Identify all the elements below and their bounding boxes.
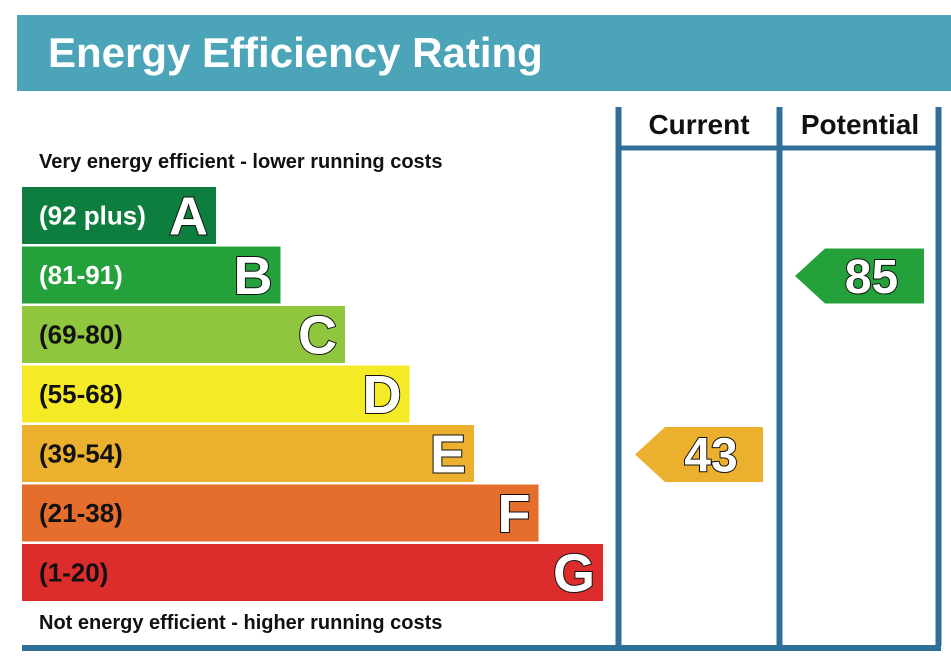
top-note: Very energy efficient - lower running co… xyxy=(39,151,442,173)
band-c-letter: C xyxy=(298,306,337,366)
rating-bands: (92 plus) A (81-91) B (69-80) C (55-68) D (39-54… xyxy=(22,186,603,605)
title-banner xyxy=(17,15,951,91)
band-g-letter: G xyxy=(553,544,595,604)
band-a-letter: A xyxy=(169,187,208,247)
band-a-range: (92 plus) xyxy=(39,201,146,231)
band-c-bar xyxy=(22,306,345,363)
band-e-bar xyxy=(22,425,474,482)
bottom-note: Not energy efficient - higher running co… xyxy=(39,612,442,634)
band-e-letter: E xyxy=(430,425,466,485)
potential-column-header: Potential xyxy=(801,109,919,140)
band-f-range: (21-38) xyxy=(39,498,123,528)
band-b-bar xyxy=(22,246,281,304)
current-rating-arrow xyxy=(635,427,763,482)
band-b-range: (81-91) xyxy=(39,260,123,290)
band-b-letter: B xyxy=(234,246,273,306)
band-f-bar xyxy=(22,484,539,542)
chart-title: Energy Efficiency Rating xyxy=(48,29,543,76)
band-e-range: (39-54) xyxy=(39,439,123,469)
band-d-bar xyxy=(22,365,410,423)
potential-rating-value: 85 xyxy=(845,251,898,304)
band-g-range: (1-20) xyxy=(39,558,108,588)
band-c-range: (69-80) xyxy=(39,320,123,350)
band-g-bar xyxy=(22,544,603,601)
rating-markers: 43 85 xyxy=(635,248,924,484)
current-rating-value: 43 xyxy=(684,430,737,483)
current-column-header: Current xyxy=(648,109,749,140)
band-f-letter: F xyxy=(498,484,531,544)
rating-columns-frame xyxy=(22,107,942,651)
band-a-bar xyxy=(22,187,216,244)
potential-rating-arrow xyxy=(795,248,924,304)
band-d-range: (55-68) xyxy=(39,379,123,409)
band-d-letter: D xyxy=(363,365,402,425)
